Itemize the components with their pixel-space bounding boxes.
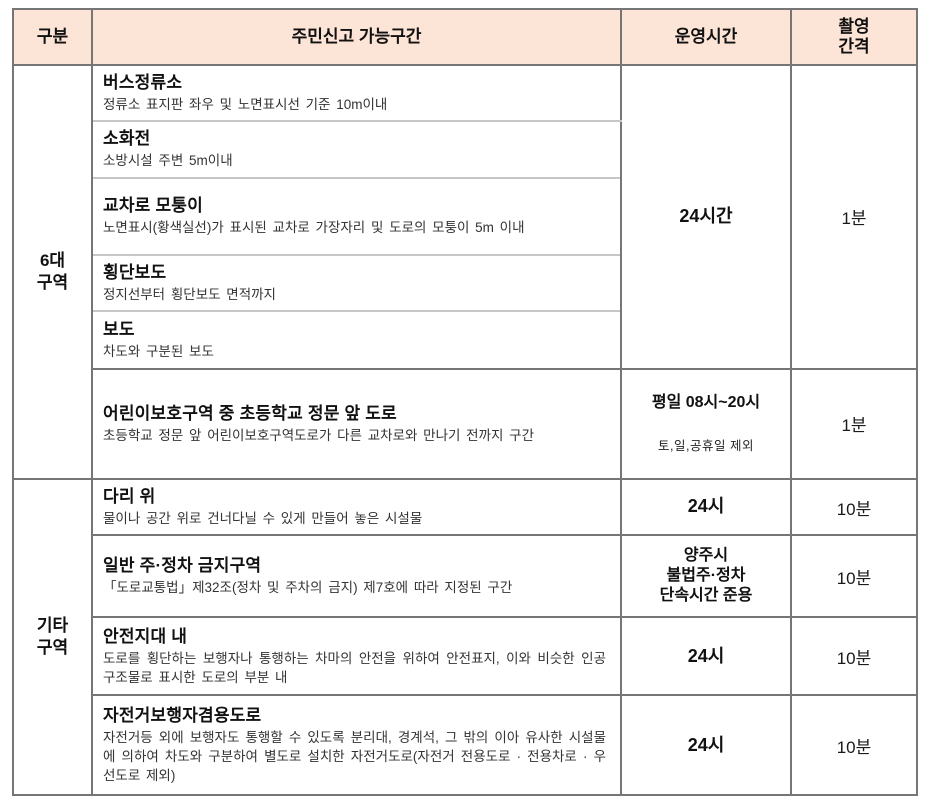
hours-main-text: 평일 08시~20시 bbox=[651, 394, 761, 412]
zone-cell-sidewalk: 보도 차도와 구분된 보도 bbox=[91, 309, 622, 370]
hours-yangju-enforcement: 양주시 불법주·정차 단속시간 준용 bbox=[620, 534, 792, 619]
category-six-zones: 6대 구역 bbox=[12, 64, 93, 480]
table-row: 보도 차도와 구분된 보도 bbox=[13, 309, 917, 370]
table-row: 6대 구역 버스정류소 정류소 표지판 좌우 및 노면표시선 기준 10m이내 … bbox=[12, 63, 918, 480]
zone-desc: 자전거등 외에 보행자도 통행할 수 있도록 분리대, 경계석, 그 밖의 이아… bbox=[103, 730, 606, 784]
report-zone-table-wrap: 구분 주민신고 가능구간 운영시간 촬영 간격 6대 구역 버스정류소 정류소 … bbox=[12, 8, 918, 796]
zone-title: 횡단보도 bbox=[103, 262, 167, 282]
interval-10min: 10분 bbox=[790, 616, 918, 697]
zone-desc: 물이나 공간 위로 건너다닐 수 있게 만들어 놓은 시설물 bbox=[103, 511, 423, 527]
interval-1min: 1분 bbox=[790, 64, 918, 370]
resident-report-zone-table: 구분 주민신고 가능구간 운영시간 촬영 간격 6대 구역 버스정류소 정류소 … bbox=[12, 8, 918, 796]
header-category: 구분 bbox=[12, 8, 93, 66]
zone-desc: 소방시설 주변 5m이내 bbox=[103, 153, 233, 169]
table-row: 교차로 모퉁이 노면표시(황색실선)가 표시된 교차로 가장자리 및 도로의 모… bbox=[13, 176, 917, 256]
hours-24h-bike: 24시 bbox=[620, 694, 792, 796]
zone-cell-bus-stop: 버스정류소 정류소 표지판 좌우 및 노면표시선 기준 10m이내 bbox=[91, 63, 622, 123]
hours-24h: 24시간 bbox=[620, 64, 792, 370]
zone-cell-no-parking: 일반 주·정차 금지구역 「도로교통법」제32조(정차 및 주차의 금지) 제7… bbox=[91, 534, 622, 619]
zone-cell-fire-hydrant: 소화전 소방시설 주변 5m이내 bbox=[91, 120, 622, 179]
zone-title: 안전지대 내 bbox=[103, 626, 188, 646]
table-row: 자전거보행자겸용도로 자전거등 외에 보행자도 통행할 수 있도록 분리대, 경… bbox=[13, 694, 918, 796]
zone-cell-bridge: 다리 위 물이나 공간 위로 건너다닐 수 있게 만들어 놓은 시설물 bbox=[91, 477, 622, 537]
zone-desc: 도로를 횡단하는 보행자나 통행하는 차마의 안전을 위하여 안전표지, 이와 … bbox=[103, 650, 606, 685]
table-header-row: 구분 주민신고 가능구간 운영시간 촬영 간격 bbox=[12, 8, 918, 66]
hours-weekday-8-20: 평일 08시~20시 토,일,공휴일 제외 bbox=[620, 367, 792, 480]
table-row: 소화전 소방시설 주변 5m이내 bbox=[13, 120, 917, 179]
hours-24h-safety: 24시 bbox=[620, 616, 792, 697]
table-row: 횡단보도 정지선부터 횡단보도 면적까지 bbox=[13, 253, 917, 312]
zone-desc: 정지선부터 횡단보도 면적까지 bbox=[103, 286, 276, 302]
table-row: 안전지대 내 도로를 횡단하는 보행자나 통행하는 차마의 안전을 위하여 안전… bbox=[13, 616, 918, 697]
zone-cell-school-zone: 어린이보호구역 중 초등학교 정문 앞 도로 초등학교 정문 앞 어린이보호구역… bbox=[91, 367, 622, 480]
interval-1min-school: 1분 bbox=[790, 367, 918, 480]
zone-title: 교차로 모퉁이 bbox=[103, 195, 203, 215]
zone-title: 소화전 bbox=[103, 129, 151, 149]
hours-24h-bridge: 24시 bbox=[620, 477, 792, 537]
hours-sub-text: 토,일,공휴일 제외 bbox=[658, 439, 754, 454]
table-row: 기타 구역 다리 위 물이나 공간 위로 건너다닐 수 있게 만들어 놓은 시설… bbox=[12, 477, 918, 796]
table-row: 어린이보호구역 중 초등학교 정문 앞 도로 초등학교 정문 앞 어린이보호구역… bbox=[13, 367, 918, 480]
zone-title: 어린이보호구역 중 초등학교 정문 앞 도로 bbox=[103, 403, 397, 423]
zone-desc: 초등학교 정문 앞 어린이보호구역도로가 다른 교차로와 만나기 전까지 구간 bbox=[103, 427, 535, 443]
zone-desc: 차도와 구분된 보도 bbox=[103, 343, 214, 359]
interval-10min: 10분 bbox=[790, 477, 918, 537]
zone-cell-safety-zone: 안전지대 내 도로를 횡단하는 보행자나 통행하는 차마의 안전을 위하여 안전… bbox=[91, 616, 622, 697]
zone-desc: 정류소 표지판 좌우 및 노면표시선 기준 10m이내 bbox=[103, 97, 388, 113]
interval-10min: 10분 bbox=[790, 534, 918, 619]
header-capture-interval: 촬영 간격 bbox=[790, 8, 918, 66]
zone-title: 일반 주·정차 금지구역 bbox=[103, 556, 262, 576]
zone-desc: 「도로교통법」제32조(정차 및 주차의 금지) 제7호에 따라 지정된 구간 bbox=[103, 580, 513, 596]
zone-title: 자전거보행자겸용도로 bbox=[103, 705, 262, 725]
table-row: 일반 주·정차 금지구역 「도로교통법」제32조(정차 및 주차의 금지) 제7… bbox=[13, 534, 918, 619]
interval-10min: 10분 bbox=[790, 694, 918, 796]
zone-title: 버스정류소 bbox=[103, 73, 183, 92]
zone-title: 보도 bbox=[103, 319, 135, 339]
header-operating-hours: 운영시간 bbox=[620, 8, 792, 66]
zone-cell-intersection-corner: 교차로 모퉁이 노면표시(황색실선)가 표시된 교차로 가장자리 및 도로의 모… bbox=[91, 176, 622, 256]
zone-cell-bike-pedestrian-road: 자전거보행자겸용도로 자전거등 외에 보행자도 통행할 수 있도록 분리대, 경… bbox=[91, 694, 622, 796]
zone-desc: 노면표시(황색실선)가 표시된 교차로 가장자리 및 도로의 모퉁이 5m 이내 bbox=[103, 219, 525, 235]
zone-title: 다리 위 bbox=[103, 486, 156, 506]
category-other-zones: 기타 구역 bbox=[12, 477, 93, 796]
header-reportable-zones: 주민신고 가능구간 bbox=[91, 8, 622, 66]
zone-cell-crosswalk: 횡단보도 정지선부터 횡단보도 면적까지 bbox=[91, 253, 622, 312]
